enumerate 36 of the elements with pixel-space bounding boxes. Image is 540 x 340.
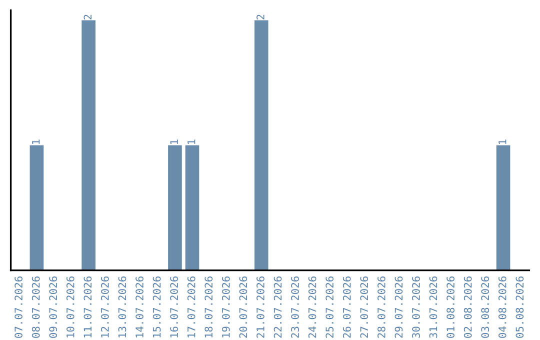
data-label: 1 [170, 140, 178, 144]
data-label: 1 [32, 140, 40, 144]
x-tick-label: 02.08.2026 [464, 276, 472, 338]
x-tick-label: 23.07.2026 [291, 276, 299, 338]
x-tick-label: 13.07.2026 [118, 276, 126, 338]
x-tick-label: 07.07.2026 [14, 276, 22, 338]
data-label: 2 [256, 14, 264, 20]
x-tick-label: 08.07.2026 [32, 276, 40, 338]
x-tick-label: 28.07.2026 [377, 276, 386, 338]
x-tick-label: 16.07.2026 [170, 276, 178, 338]
x-tick-label: 21.07.2026 [256, 276, 264, 338]
x-tick-label: 05.08.2026 [516, 276, 524, 338]
x-tick-label: 29.07.2026 [394, 276, 403, 338]
x-tick-label: 04.08.2026 [498, 276, 506, 338]
x-tick-label: 31.07.2026 [429, 276, 438, 338]
x-tick-label: 30.07.2026 [412, 276, 420, 338]
x-tick-label: 26.07.2026 [342, 276, 351, 338]
x-tick-label: 10.07.2026 [66, 276, 74, 338]
x-tick-label: 03.08.2026 [481, 276, 490, 338]
x-tick-label: 11.07.2026 [84, 276, 92, 338]
x-tick-label: 24.07.2026 [308, 276, 316, 338]
x-tick-label: 15.07.2026 [152, 276, 161, 338]
data-label: 1 [188, 140, 196, 144]
x-tick-label: 09.07.2026 [49, 276, 58, 338]
x-tick-label: 01.08.2026 [446, 276, 454, 338]
data-label: 2 [84, 14, 92, 20]
x-tick-label: 18.07.2026 [204, 276, 213, 338]
x-tick-label: 20.07.2026 [239, 276, 248, 338]
x-tick-label: 25.07.2026 [326, 276, 334, 338]
x-tick-label: 17.07.2026 [187, 276, 196, 338]
x-tick-label: 12.07.2026 [101, 276, 109, 338]
x-tick-label: 14.07.2026 [136, 276, 144, 338]
data-label: 1 [498, 140, 506, 144]
x-tick-label: 27.07.2026 [360, 276, 368, 338]
x-tick-label: 19.07.2026 [222, 276, 230, 338]
x-tick-label: 22.07.2026 [274, 276, 282, 338]
